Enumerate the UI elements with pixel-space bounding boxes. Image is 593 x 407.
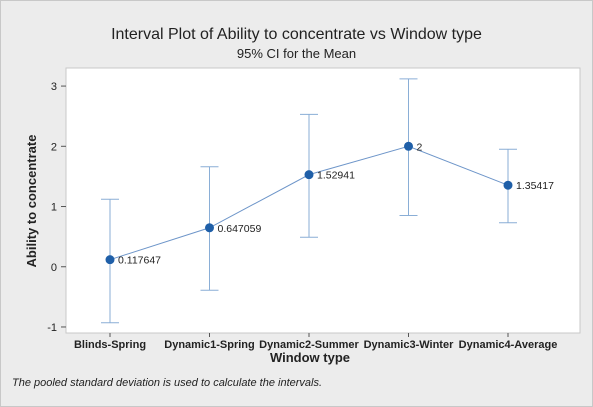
- mean-point: [404, 141, 413, 151]
- x-tick-label: Dynamic4-Average: [459, 339, 558, 351]
- mean-data-label: 1.52941: [317, 170, 355, 182]
- y-tick-label: 0: [51, 262, 57, 274]
- mean-data-label: 0.117647: [118, 255, 161, 267]
- y-tick-label: 3: [51, 81, 57, 93]
- mean-point: [205, 223, 214, 233]
- mean-point: [105, 255, 115, 265]
- chart-footnote: The pooled standard deviation is used to…: [12, 377, 323, 389]
- chart-subtitle: 95% CI for the Mean: [236, 46, 357, 61]
- y-tick-label: -1: [47, 322, 57, 334]
- x-tick-label: Blinds-Spring: [74, 339, 146, 351]
- mean-data-label: 2: [417, 141, 423, 153]
- y-tick-label: 1: [51, 202, 57, 214]
- mean-point: [304, 170, 314, 180]
- plot-area: [65, 67, 581, 334]
- x-axis-label: Window type: [270, 350, 350, 365]
- y-tick-label: 2: [51, 141, 57, 153]
- mean-point: [503, 180, 513, 190]
- mean-data-label: 1.35417: [516, 180, 554, 192]
- x-tick-label: Dynamic2-Summer: [259, 339, 359, 351]
- mean-data-label: 0.647059: [218, 223, 262, 235]
- x-tick-label: Dynamic3-Winter: [364, 339, 454, 351]
- x-tick-label: Dynamic1-Spring: [164, 339, 254, 351]
- chart-title: Interval Plot of Ability to concentrate …: [111, 26, 482, 43]
- y-axis-label: Ability to concentrate: [24, 135, 39, 268]
